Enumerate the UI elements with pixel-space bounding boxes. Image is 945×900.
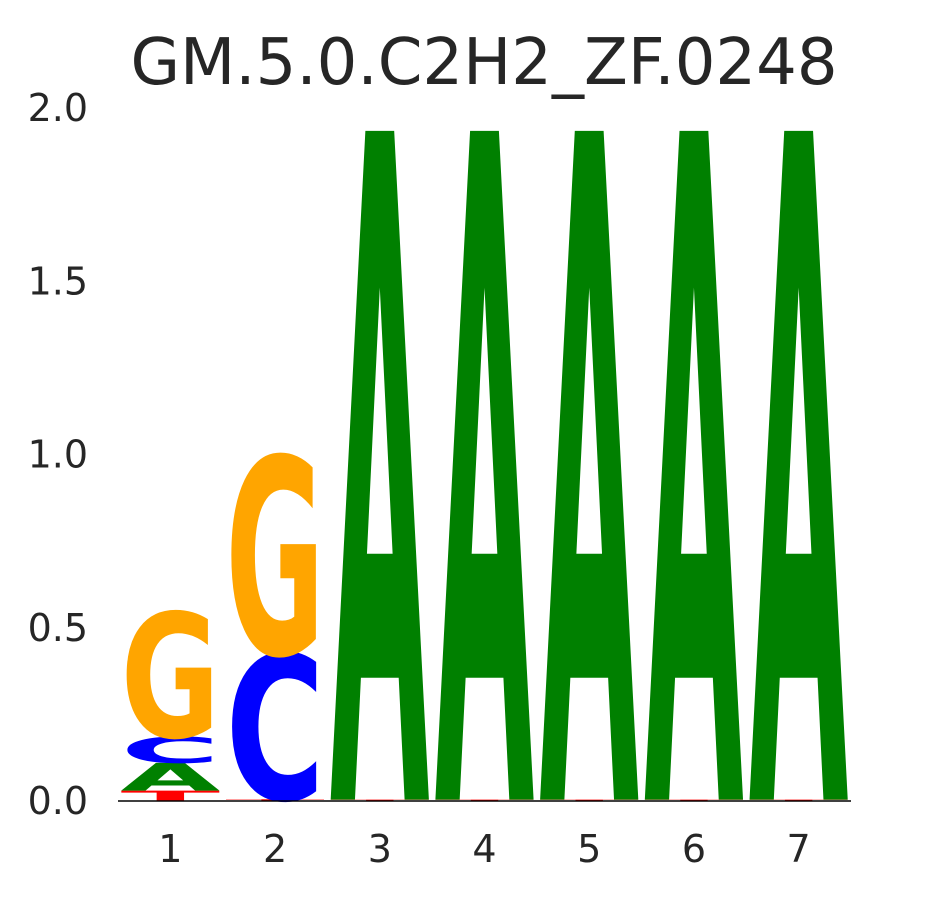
chart-title: GM.5.0.C2H2_ZF.0248 [130, 26, 837, 100]
logo-stack: TCG [225, 403, 324, 847]
y-tick-label: 1.0 [28, 433, 88, 477]
y-axis: 0.0 0.5 1.0 1.5 2.0 [28, 86, 88, 823]
x-tick-label: 5 [577, 827, 601, 871]
logo-letter-T: T [225, 799, 324, 802]
x-axis: 1 2 3 4 5 6 7 [158, 827, 810, 871]
x-tick-label: 3 [368, 827, 392, 871]
logo-stack: TA [644, 0, 744, 900]
logo-stack: TA [330, 0, 430, 900]
y-tick-label: 2.0 [28, 86, 88, 130]
y-tick-label: 0.0 [28, 779, 88, 823]
logo-stack: TA [749, 0, 849, 900]
logo-letter-A: A [539, 0, 639, 900]
logo-letter-A: A [435, 0, 535, 900]
x-tick-label: 4 [472, 827, 496, 871]
logo-letter-A: A [330, 0, 430, 900]
logo-letter-G: G [121, 578, 220, 778]
logo-stacks: TACGTCGTATATATATA [121, 0, 850, 900]
logo-letter-A: A [644, 0, 744, 900]
logo-letter-G: G [225, 403, 324, 718]
logo-letter-C: C [225, 616, 324, 848]
x-tick-label: 1 [158, 827, 182, 871]
logo-letter-A: A [749, 0, 849, 900]
x-tick-label: 2 [263, 827, 287, 871]
y-tick-label: 1.5 [28, 259, 88, 303]
logo-stack: TA [539, 0, 639, 900]
x-tick-label: 7 [787, 827, 811, 871]
y-tick-label: 0.5 [28, 606, 88, 650]
logo-stack: TA [435, 0, 535, 900]
logo-letter-C: C [121, 730, 220, 771]
logo-letter-A: A [121, 756, 220, 800]
x-tick-label: 6 [682, 827, 706, 871]
